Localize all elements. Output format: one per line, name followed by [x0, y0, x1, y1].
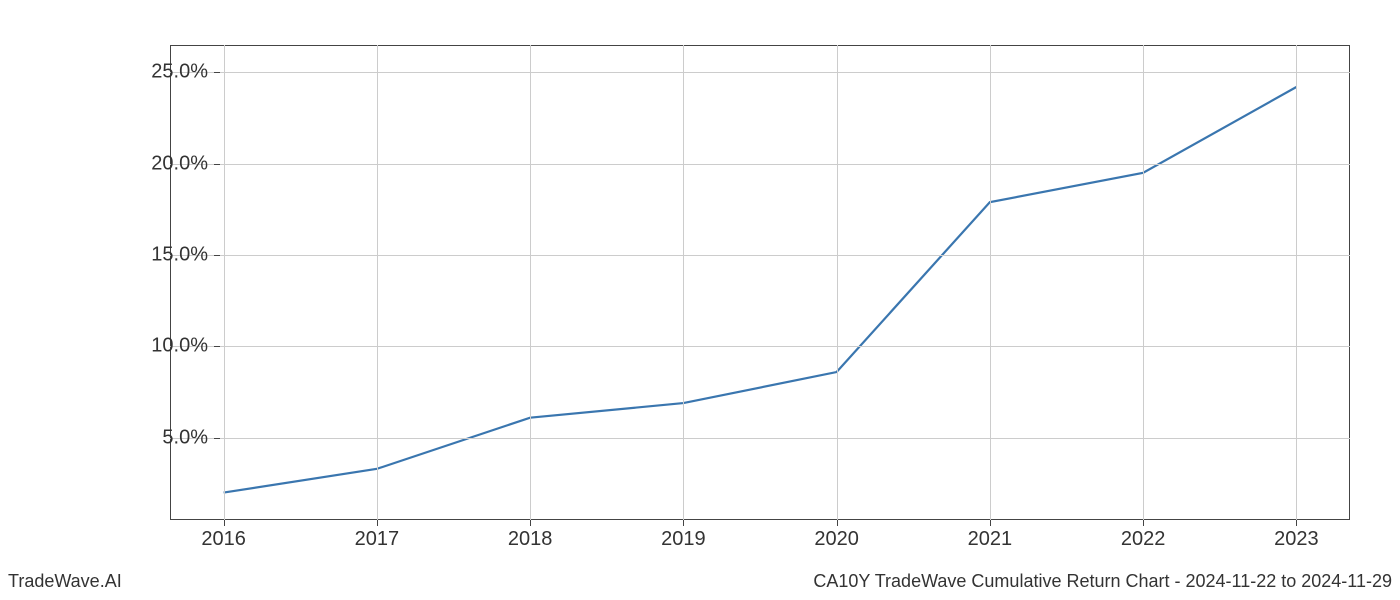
y-tick-label: 10.0% — [151, 335, 208, 358]
x-tick-label: 2020 — [814, 528, 859, 551]
grid-line-vertical — [683, 45, 684, 520]
y-tick-mark — [214, 438, 220, 439]
chart-container — [170, 45, 1350, 520]
y-tick-label: 15.0% — [151, 244, 208, 267]
y-tick-mark — [214, 72, 220, 73]
x-tick-mark — [683, 520, 684, 526]
x-tick-mark — [224, 520, 225, 526]
footer-caption: CA10Y TradeWave Cumulative Return Chart … — [813, 571, 1392, 592]
x-tick-label: 2023 — [1274, 528, 1319, 551]
y-tick-label: 25.0% — [151, 61, 208, 84]
grid-line-vertical — [837, 45, 838, 520]
x-tick-label: 2018 — [508, 528, 553, 551]
x-tick-mark — [1296, 520, 1297, 526]
x-tick-label: 2021 — [968, 528, 1013, 551]
y-tick-mark — [214, 255, 220, 256]
y-tick-label: 20.0% — [151, 152, 208, 175]
x-tick-mark — [377, 520, 378, 526]
y-tick-mark — [214, 164, 220, 165]
x-tick-mark — [990, 520, 991, 526]
grid-line-horizontal — [170, 72, 1350, 73]
x-tick-label: 2022 — [1121, 528, 1166, 551]
x-tick-label: 2016 — [201, 528, 246, 551]
line-chart-svg — [170, 45, 1350, 520]
grid-line-vertical — [530, 45, 531, 520]
x-tick-mark — [530, 520, 531, 526]
y-tick-mark — [214, 346, 220, 347]
x-tick-label: 2017 — [355, 528, 400, 551]
grid-line-vertical — [990, 45, 991, 520]
x-tick-label: 2019 — [661, 528, 706, 551]
grid-line-vertical — [224, 45, 225, 520]
grid-line-vertical — [1143, 45, 1144, 520]
x-tick-mark — [1143, 520, 1144, 526]
grid-line-horizontal — [170, 255, 1350, 256]
grid-line-vertical — [1296, 45, 1297, 520]
grid-line-horizontal — [170, 164, 1350, 165]
y-tick-label: 5.0% — [162, 426, 208, 449]
grid-line-vertical — [377, 45, 378, 520]
grid-line-horizontal — [170, 438, 1350, 439]
footer-brand: TradeWave.AI — [8, 571, 122, 592]
x-tick-mark — [837, 520, 838, 526]
grid-line-horizontal — [170, 346, 1350, 347]
